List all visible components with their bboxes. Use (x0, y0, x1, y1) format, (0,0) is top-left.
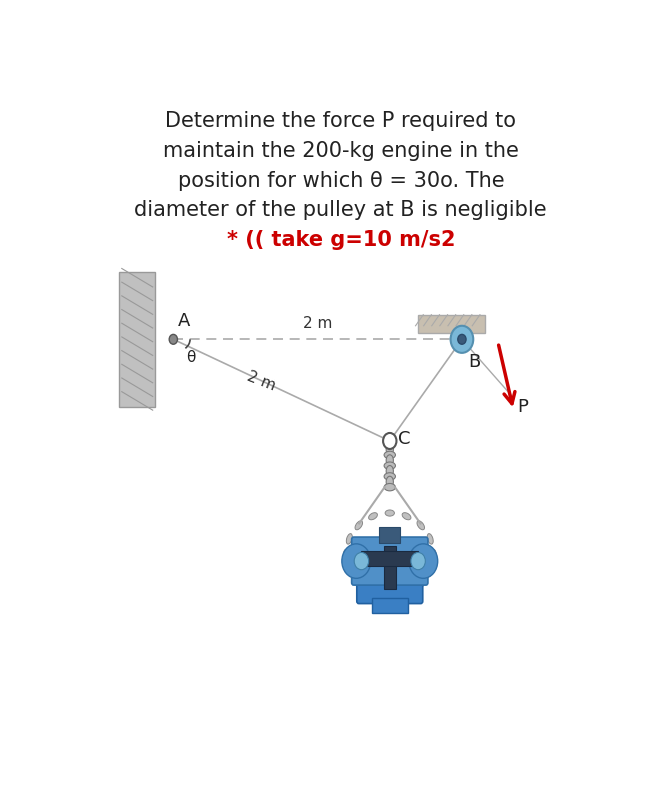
Circle shape (354, 553, 368, 570)
Text: 2 m: 2 m (245, 369, 277, 394)
Ellipse shape (385, 510, 394, 516)
Ellipse shape (431, 550, 436, 561)
Ellipse shape (384, 451, 396, 458)
Text: B: B (468, 353, 480, 371)
Ellipse shape (386, 476, 394, 487)
Ellipse shape (346, 566, 352, 576)
Circle shape (383, 433, 396, 449)
Circle shape (458, 334, 466, 344)
Ellipse shape (386, 444, 394, 455)
Ellipse shape (386, 466, 394, 477)
Ellipse shape (384, 473, 396, 480)
Ellipse shape (368, 590, 378, 597)
Circle shape (451, 326, 473, 353)
Bar (362, 551, 418, 566)
Circle shape (411, 553, 426, 570)
Ellipse shape (346, 534, 352, 544)
Text: Determine the force P required to: Determine the force P required to (166, 111, 516, 131)
Ellipse shape (368, 513, 378, 520)
Ellipse shape (428, 534, 433, 544)
Ellipse shape (402, 590, 411, 597)
Bar (372, 598, 408, 614)
Bar (380, 527, 400, 542)
Ellipse shape (355, 521, 362, 530)
Ellipse shape (343, 550, 348, 561)
Text: C: C (398, 430, 410, 448)
Text: position for which θ = 30o. The: position for which θ = 30o. The (178, 170, 504, 190)
Text: diameter of the pulley at B is negligible: diameter of the pulley at B is negligibl… (134, 200, 547, 220)
Text: maintain the 200-kg engine in the: maintain the 200-kg engine in the (163, 141, 519, 161)
Text: θ: θ (186, 350, 196, 366)
Bar (119, 271, 156, 407)
Ellipse shape (417, 521, 424, 530)
Ellipse shape (386, 454, 394, 466)
FancyBboxPatch shape (357, 558, 423, 603)
Ellipse shape (428, 566, 433, 576)
Ellipse shape (355, 580, 362, 589)
Ellipse shape (384, 462, 396, 470)
Text: A: A (178, 312, 190, 330)
Text: 2 m: 2 m (303, 316, 332, 331)
Circle shape (409, 544, 438, 578)
Circle shape (342, 544, 370, 578)
Circle shape (169, 334, 178, 344)
FancyBboxPatch shape (352, 537, 428, 585)
Text: P: P (517, 398, 529, 416)
Ellipse shape (385, 594, 394, 600)
Ellipse shape (402, 513, 411, 520)
Ellipse shape (384, 483, 396, 491)
Text: * (( take g=10 m/s2: * (( take g=10 m/s2 (227, 230, 455, 250)
Bar (418, 314, 485, 333)
Bar (384, 546, 396, 589)
Ellipse shape (417, 580, 424, 589)
